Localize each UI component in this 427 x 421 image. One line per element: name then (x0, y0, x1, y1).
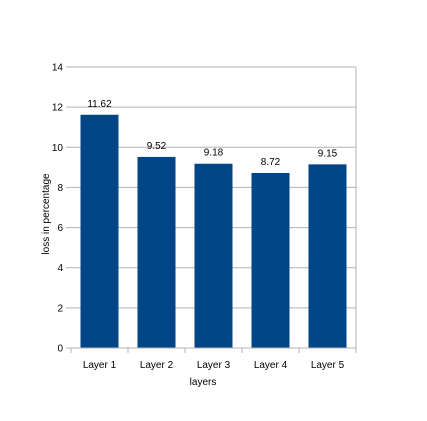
y-tick-label: 12 (52, 103, 64, 114)
y-tick-label: 0 (57, 344, 63, 355)
data-label-2: 9.52 (147, 141, 167, 152)
y-tick-label: 6 (57, 223, 63, 234)
bar-1 (80, 114, 119, 349)
y-axis-title: loss in percentage (41, 173, 52, 255)
x-tick-label: Layer 4 (254, 360, 288, 371)
x-tick-label: Layer 3 (197, 360, 231, 371)
data-labels: 11.62 9.52 9.18 8.72 9.15 (87, 99, 337, 168)
data-label-5: 9.15 (318, 148, 338, 159)
x-axis-ticks: Layer 1 Layer 2 Layer 3 Layer 4 Layer 5 (70, 348, 357, 371)
bar-5 (308, 164, 347, 348)
bars (80, 114, 347, 349)
x-tick-label: Layer 2 (140, 360, 174, 371)
x-axis-title: layers (190, 377, 217, 388)
data-label-4: 8.72 (261, 157, 281, 168)
y-tick-label: 8 (57, 183, 63, 194)
x-tick-label: Layer 1 (83, 360, 117, 371)
y-tick-label: 4 (57, 263, 63, 274)
x-tick-label: Layer 5 (311, 360, 345, 371)
data-label-1: 11.62 (87, 99, 112, 110)
data-label-3: 9.18 (204, 148, 224, 159)
y-tick-label: 14 (52, 63, 64, 74)
bar-4 (251, 172, 290, 348)
bar-2 (137, 156, 176, 348)
y-tick-label: 10 (52, 143, 64, 154)
bar-3 (194, 163, 233, 348)
y-tick-label: 2 (57, 303, 63, 314)
y-axis-ticks: 0 2 4 6 8 10 12 14 (52, 63, 71, 355)
